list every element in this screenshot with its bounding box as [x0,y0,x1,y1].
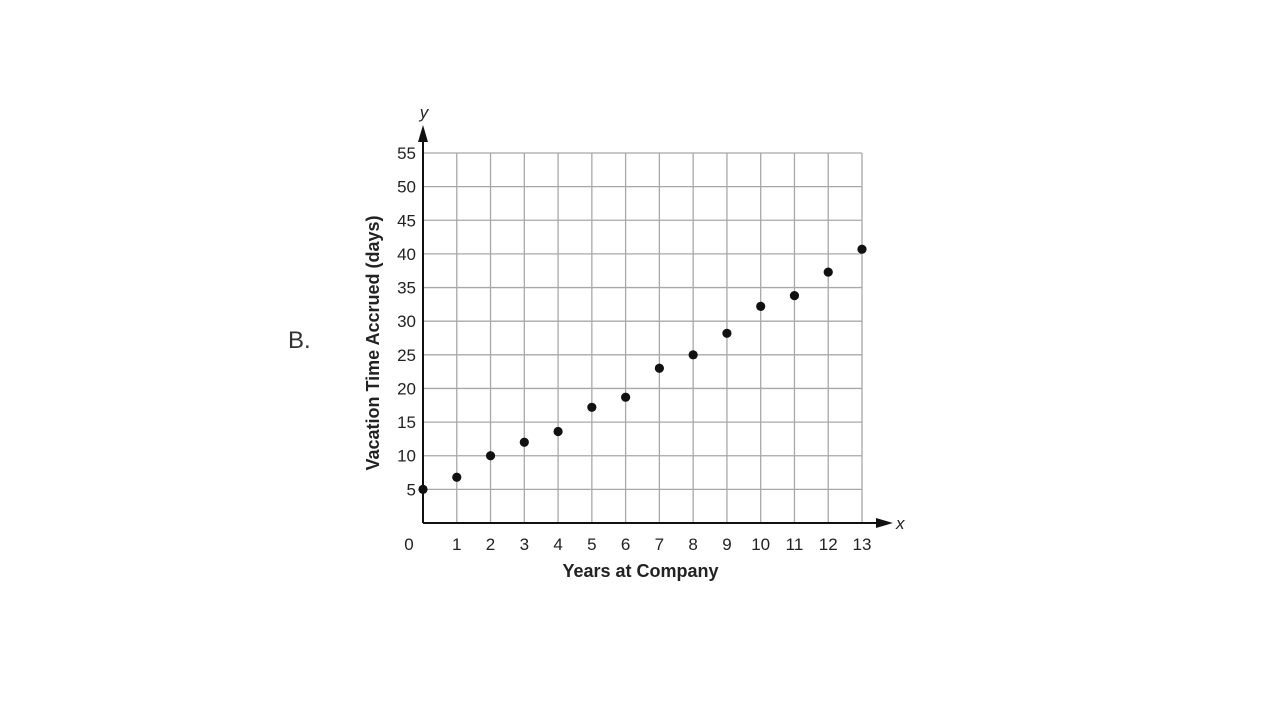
data-point [485,451,496,461]
x-tick-label: 9 [722,535,731,554]
data-point [789,291,800,301]
x-tick-label: 12 [819,535,838,554]
y-tick-label: 20 [397,379,416,398]
data-point [688,350,698,360]
x-tick-label: 13 [853,535,872,554]
option-label: B. [288,327,311,354]
y-tick-label: 35 [397,279,416,298]
data-point [857,244,867,254]
y-tick-label: 40 [397,245,416,264]
x-tick-label: 5 [587,535,596,554]
chart-points [418,244,867,494]
y-axis-arrow [418,125,428,142]
x-tick-label: 8 [688,535,697,554]
y-tick-label: 30 [397,312,416,331]
y-tick-label: 50 [397,178,416,197]
x-tick-label: 1 [452,535,461,554]
data-point [587,402,597,412]
x-axis-arrow [876,518,893,528]
chart-grid [423,152,863,523]
y-axis-title: Vacation Time Accrued (days) [363,215,383,470]
data-point [823,267,833,277]
x-tick-label: 11 [786,535,804,554]
y-tick-label: 45 [397,211,416,230]
y-tick-label: 25 [397,346,416,365]
data-point [519,437,529,447]
x-tick-label: 10 [751,535,770,554]
data-point [418,484,428,494]
x-tick-label: 6 [621,535,630,554]
x-tick-label: 0 [404,535,413,554]
y-tick-label: 55 [397,144,416,163]
x-axis-title: Years at Company [562,561,718,581]
y-axis-letter: y [419,103,430,122]
data-point [452,472,462,482]
y-tick-label: 10 [397,447,416,466]
data-point [654,363,664,373]
chart-axes [418,125,893,528]
y-tick-label: 5 [407,480,416,499]
x-tick-label: 7 [655,535,664,554]
x-tick-label: 4 [553,535,562,554]
y-tick-label: 15 [397,413,416,432]
x-tick-label: 3 [520,535,529,554]
data-point [621,392,631,402]
data-point [722,328,732,338]
data-point [553,426,563,437]
data-point [756,301,766,311]
x-tick-label: 2 [486,535,495,554]
x-axis-letter: x [895,514,905,533]
